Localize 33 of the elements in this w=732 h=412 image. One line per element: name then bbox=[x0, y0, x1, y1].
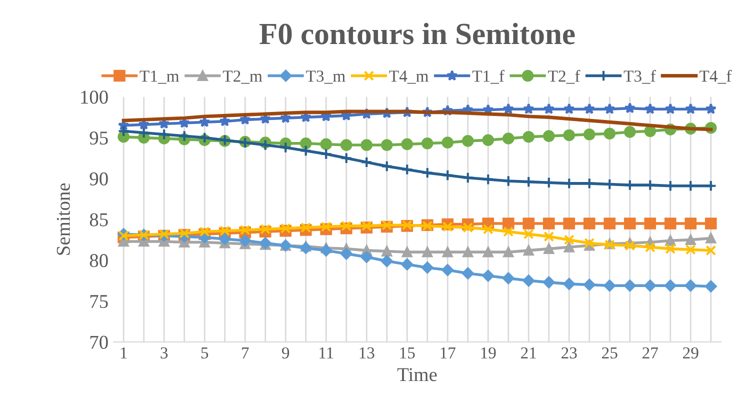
x-tick-label: 21 bbox=[521, 347, 536, 358]
legend-label: T4_f bbox=[700, 70, 732, 84]
legend-label: T1_m bbox=[140, 70, 180, 84]
legend-label: T1_f bbox=[472, 70, 504, 84]
x-tick-label: 3 bbox=[160, 347, 168, 359]
x-tick-label: 15 bbox=[400, 347, 415, 359]
legend-label: T4_m bbox=[389, 70, 428, 84]
y-tick-label: 70 bbox=[90, 336, 108, 349]
y-tick-label: 85 bbox=[90, 213, 108, 226]
x-tick-label: 9 bbox=[282, 347, 290, 359]
x-tick-label: 1 bbox=[120, 347, 127, 358]
x-tick-label: 27 bbox=[642, 347, 658, 358]
x-axis-title: Time bbox=[397, 368, 437, 382]
y-tick-label: 75 bbox=[90, 295, 108, 308]
legend-label: T3_m bbox=[306, 70, 346, 84]
x-tick-label: 13 bbox=[360, 347, 374, 359]
legend-label: T2_f bbox=[548, 70, 580, 84]
x-tick-label: 11 bbox=[320, 347, 334, 358]
y-tick-label: 90 bbox=[90, 172, 108, 186]
y-axis-title: Semitone bbox=[56, 183, 70, 255]
x-tick-label: 23 bbox=[562, 347, 577, 359]
x-tick-label: 29 bbox=[683, 347, 698, 359]
y-tick-label: 95 bbox=[90, 132, 108, 145]
legend-label: T2_m bbox=[222, 70, 262, 84]
x-tick-label: 17 bbox=[440, 347, 456, 358]
x-tick-label: 19 bbox=[481, 347, 496, 359]
legend-label: T3_f bbox=[624, 70, 656, 84]
chart-title: F0 contours in Semitone bbox=[259, 22, 575, 44]
y-tick-label: 100 bbox=[81, 90, 108, 104]
y-tick-label: 80 bbox=[90, 254, 108, 268]
x-tick-label: 25 bbox=[602, 347, 618, 359]
x-tick-label: 5 bbox=[201, 347, 208, 359]
x-tick-label: 7 bbox=[242, 347, 249, 358]
